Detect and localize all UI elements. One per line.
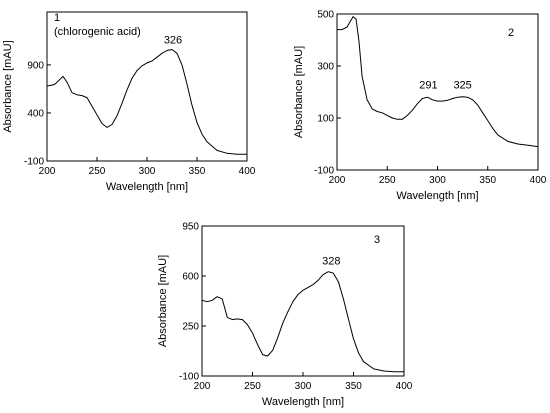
y-axis-label: Absorbance [mAU] [2, 40, 14, 132]
x-tick-label: 250 [244, 381, 261, 392]
y-tick-label: 500 [317, 10, 334, 21]
x-tick-label: 200 [194, 381, 211, 392]
y-tick-label: -100 [24, 157, 44, 168]
x-axis-label: Wavelength [nm] [396, 190, 478, 202]
x-tick-label: 300 [139, 166, 156, 177]
x-tick-label: 200 [39, 166, 56, 177]
y-tick-label: 950 [182, 222, 199, 233]
x-axis-label: Wavelength [nm] [262, 396, 344, 408]
y-tick-label: -100 [314, 166, 334, 177]
y-axis-label: Absorbance [mAU] [157, 255, 169, 347]
panel-number-label: 2 [508, 27, 514, 39]
x-tick-label: 400 [530, 175, 547, 186]
x-tick-label: 200 [329, 175, 346, 186]
x-tick-label: 250 [89, 166, 106, 177]
x-tick-label: 350 [189, 166, 206, 177]
x-tick-label: 350 [479, 175, 496, 186]
panel-number-label: 1 [54, 12, 60, 24]
y-tick-label: 900 [27, 60, 44, 71]
y-tick-label: 300 [317, 62, 334, 73]
x-tick-label: 300 [295, 381, 312, 392]
y-tick-label: 100 [317, 114, 334, 125]
peak-label: 328 [322, 255, 340, 267]
x-axis-label: Wavelength [nm] [106, 181, 188, 193]
panel-number-label: 3 [374, 234, 380, 246]
spectrum-line [46, 49, 247, 155]
x-tick-label: 250 [379, 175, 396, 186]
y-tick-label: 400 [27, 108, 44, 119]
peak-label: 325 [453, 80, 471, 92]
compound-annotation: (chlorogenic acid) [54, 26, 141, 38]
x-tick-label: 300 [429, 175, 446, 186]
plot-frame [201, 225, 405, 377]
y-axis-label: Absorbance [mAU] [293, 46, 305, 138]
spectrum-line [337, 16, 539, 148]
peak-label: 291 [419, 80, 437, 92]
spectrum-line [201, 271, 404, 373]
y-tick-label: 600 [182, 272, 199, 283]
x-tick-label: 400 [396, 381, 413, 392]
x-tick-label: 350 [345, 381, 362, 392]
y-tick-label: -100 [179, 372, 199, 383]
x-tick-label: 400 [239, 166, 256, 177]
peak-label: 326 [164, 34, 182, 46]
y-tick-label: 250 [182, 322, 199, 333]
